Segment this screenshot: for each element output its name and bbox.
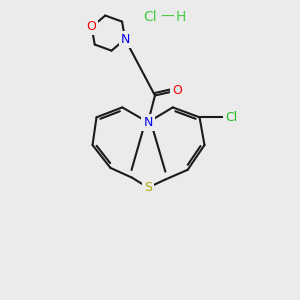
Text: Cl: Cl (225, 111, 237, 124)
Text: O: O (172, 84, 182, 97)
Text: S: S (144, 181, 152, 194)
Text: H: H (176, 10, 186, 24)
Text: N: N (121, 33, 130, 46)
Text: Cl: Cl (143, 10, 157, 24)
Text: —: — (160, 10, 174, 24)
Text: O: O (87, 20, 97, 34)
Text: N: N (143, 116, 153, 129)
